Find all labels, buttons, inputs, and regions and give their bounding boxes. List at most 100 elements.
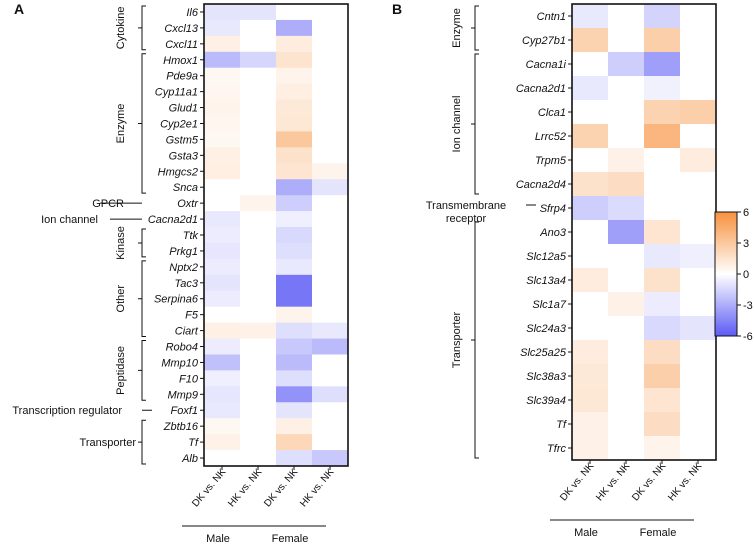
heatmap-cell [276, 35, 313, 53]
heatmap-cell [204, 131, 241, 148]
category-bracket [471, 221, 479, 459]
gene-label: Clca1 [538, 107, 566, 119]
gene-label: Tac3 [175, 278, 199, 290]
gene-label: F10 [179, 373, 199, 385]
column-label: HK vs. NK [594, 461, 632, 504]
colorbar-tick-label: 6 [743, 207, 749, 219]
column-label: HK vs. NK [298, 467, 336, 510]
group-label: Female [272, 533, 309, 545]
heatmap-cell [312, 322, 349, 340]
gene-label: Slc38a3 [526, 371, 567, 383]
heatmap-cell [240, 99, 277, 117]
heatmap-cell [204, 195, 241, 212]
gene-label: Mmp10 [161, 357, 199, 369]
heatmap-cell [240, 35, 277, 53]
heatmap-cell [204, 227, 241, 244]
heatmap-cell [312, 338, 349, 355]
heatmap-cell [276, 450, 313, 467]
heatmap-cell [572, 172, 609, 197]
category-label: Cytokine [115, 6, 127, 49]
heatmap-cell [276, 147, 313, 164]
gene-label: F5 [185, 310, 199, 322]
heatmap-cell [312, 258, 349, 276]
heatmap-cell [644, 148, 681, 173]
heatmap-cell [240, 242, 277, 260]
category-label: Enzyme [451, 8, 463, 48]
heatmap-cell [680, 412, 717, 437]
heatmap-cell [240, 450, 277, 467]
heatmap-cell [312, 386, 349, 403]
heatmap-cell [572, 340, 609, 365]
gene-label: Cxcl13 [164, 23, 199, 35]
gene-label: Gstm5 [166, 134, 199, 146]
heatmap-cell [240, 19, 277, 37]
heatmap-cell [240, 322, 277, 340]
heatmap-cell [204, 35, 241, 53]
panel-letter: B [392, 1, 402, 17]
heatmap-cell [240, 131, 277, 148]
heatmap-cell [644, 292, 681, 317]
heatmap-cell [204, 211, 241, 228]
colorbar-tick-label: -3 [743, 300, 753, 312]
panel-letter: A [14, 1, 24, 17]
heatmap-cell [312, 211, 349, 228]
heatmap-cell [204, 19, 241, 37]
heatmap-cell [204, 147, 241, 164]
heatmap-cell [312, 274, 349, 292]
heatmap-cell [572, 148, 609, 173]
heatmap-cell [572, 316, 609, 341]
heatmap-cell [572, 292, 609, 317]
colorbar: 6 3 0 -3 -6 [714, 207, 753, 343]
heatmap-cell [312, 51, 349, 69]
heatmap-cell [240, 4, 277, 21]
gene-label: Slc12a5 [526, 251, 567, 263]
gene-label: Cyp2e1 [160, 118, 198, 130]
heatmap-cell [680, 292, 717, 317]
heatmap-cell [312, 115, 349, 132]
heatmap-cell [240, 115, 277, 132]
gene-label: Prkg1 [169, 246, 198, 258]
heatmap-cell [204, 83, 241, 101]
heatmap-cell [680, 268, 717, 293]
heatmap-cell [240, 290, 277, 308]
heatmap-cell [572, 388, 609, 413]
colorbar-tick-label: -6 [743, 331, 753, 343]
heatmap-cell [204, 418, 241, 435]
heatmap-cell [204, 242, 241, 260]
heatmap-cell [572, 268, 609, 293]
colorbar-tick-label: 0 [743, 269, 749, 281]
heatmap-cell [276, 19, 313, 37]
heatmap-cell [276, 370, 313, 387]
heatmap-cell [240, 211, 277, 228]
heatmap-cell [644, 340, 681, 365]
heatmap-cell [204, 290, 241, 308]
heatmap-cell [312, 195, 349, 212]
category-label: Kinase [115, 226, 127, 260]
heatmap-cell [312, 418, 349, 435]
category-bracket [138, 419, 146, 465]
heatmap-cell [608, 100, 645, 125]
heatmap-cell [608, 268, 645, 293]
heatmap-cell [312, 434, 349, 451]
heatmap-cell [204, 179, 241, 196]
heatmap-cell [312, 83, 349, 101]
category-bracket [138, 340, 146, 401]
heatmap-cell [276, 322, 313, 340]
heatmap-cell [240, 83, 277, 101]
gene-label: Glud1 [169, 103, 198, 115]
heatmap-cell [204, 402, 241, 419]
heatmap-cell [644, 100, 681, 125]
gene-label: Hmox1 [163, 55, 198, 67]
column-label: HK vs. NK [226, 467, 264, 510]
heatmap-cell [680, 100, 717, 125]
heatmap-cell [204, 115, 241, 132]
category-label: Transporter [451, 311, 463, 368]
heatmap-cell [276, 227, 313, 244]
heatmap-cell [240, 338, 277, 355]
colorbar-tick-label: 3 [743, 238, 749, 250]
heatmap-cell [240, 67, 277, 85]
heatmap-cell [680, 316, 717, 341]
gene-label: Cxcl11 [165, 39, 198, 51]
heatmap-cell [572, 244, 609, 269]
